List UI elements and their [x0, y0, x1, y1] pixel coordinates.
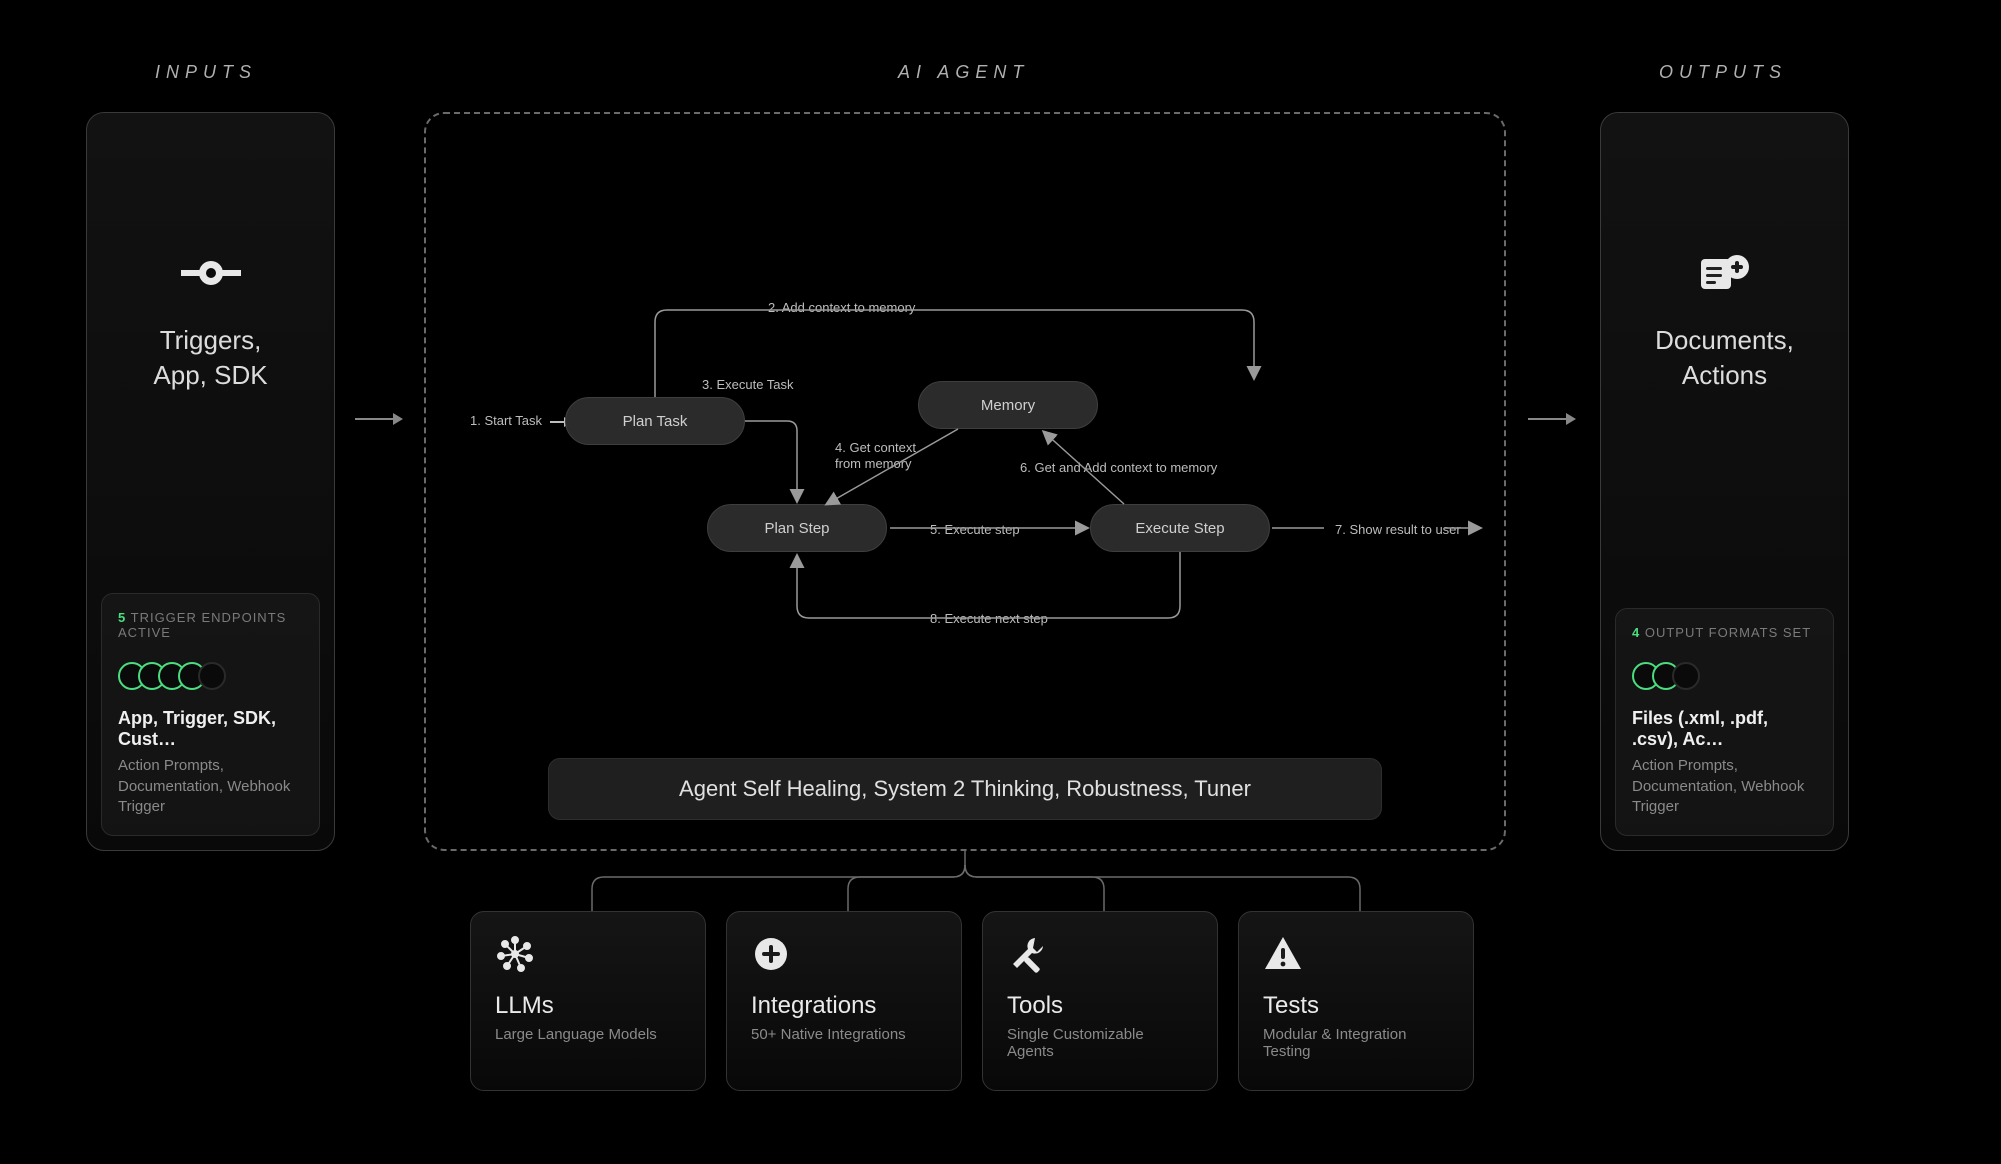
tests-card: Tests Modular & Integration Testing: [1238, 911, 1474, 1091]
tests-sub: Modular & Integration Testing: [1263, 1026, 1449, 1060]
integrations-card: Integrations 50+ Native Integrations: [726, 911, 962, 1091]
outputs-badge-count: 4: [1632, 625, 1640, 640]
inputs-panel: Triggers, App, SDK 5 TRIGGER ENDPOINTS A…: [86, 112, 335, 851]
tools-card: Tools Single Customizable Agents: [982, 911, 1218, 1091]
outputs-subcard: 4 OUTPUT FORMATS SET Files (.xml, .pdf, …: [1615, 608, 1834, 836]
plus-circle-icon: [751, 934, 791, 974]
tests-title: Tests: [1263, 992, 1449, 1020]
outputs-title-line2: Actions: [1682, 360, 1767, 390]
inputs-card-title: App, Trigger, SDK, Cust…: [118, 708, 303, 750]
outputs-badge-label: OUTPUT FORMATS SET: [1645, 625, 1811, 640]
inputs-panel-title: Triggers, App, SDK: [87, 323, 334, 393]
llms-title: LLMs: [495, 992, 681, 1020]
llms-card: LLMs Large Language Models: [470, 911, 706, 1091]
tools-icon: [1007, 934, 1047, 974]
integrations-title: Integrations: [751, 992, 937, 1020]
flow-edges: [424, 112, 1506, 851]
inputs-badge: 5 TRIGGER ENDPOINTS ACTIVE: [118, 610, 303, 640]
integrations-sub: 50+ Native Integrations: [751, 1026, 937, 1043]
arrow-inputs-to-agent: [355, 418, 401, 420]
llms-sub: Large Language Models: [495, 1026, 681, 1043]
tools-sub: Single Customizable Agents: [1007, 1026, 1193, 1060]
llm-network-icon: [495, 934, 535, 974]
outputs-badge: 4 OUTPUT FORMATS SET: [1632, 625, 1817, 640]
document-plus-icon: [1601, 253, 1848, 293]
inputs-section-label: INPUTS: [155, 62, 257, 83]
inputs-subcard: 5 TRIGGER ENDPOINTS ACTIVE App, Trigger,…: [101, 593, 320, 836]
inputs-card-sub: Action Prompts, Documentation, Webhook T…: [118, 756, 303, 817]
warning-icon: [1263, 934, 1303, 974]
tools-title: Tools: [1007, 992, 1193, 1020]
bottom-connectors: [424, 851, 1506, 911]
features-bar: Agent Self Healing, System 2 Thinking, R…: [548, 758, 1382, 820]
outputs-title-line1: Documents,: [1655, 325, 1794, 355]
outputs-card-sub: Action Prompts, Documentation, Webhook T…: [1632, 756, 1817, 817]
outputs-card-title: Files (.xml, .pdf, .csv), Ac…: [1632, 708, 1817, 750]
outputs-section-label: OUTPUTS: [1659, 62, 1787, 83]
arrow-agent-to-outputs: [1528, 418, 1574, 420]
git-commit-icon: [87, 253, 334, 293]
inputs-title-line1: Triggers,: [160, 325, 262, 355]
inputs-badge-count: 5: [118, 610, 126, 625]
outputs-panel-title: Documents, Actions: [1601, 323, 1848, 393]
outputs-panel: Documents, Actions 4 OUTPUT FORMATS SET …: [1600, 112, 1849, 851]
inputs-circles: [118, 662, 303, 690]
agent-section-label: AI AGENT: [898, 62, 1029, 83]
inputs-badge-label: TRIGGER ENDPOINTS ACTIVE: [118, 610, 286, 640]
outputs-circles: [1632, 662, 1817, 690]
inputs-title-line2: App, SDK: [153, 360, 267, 390]
